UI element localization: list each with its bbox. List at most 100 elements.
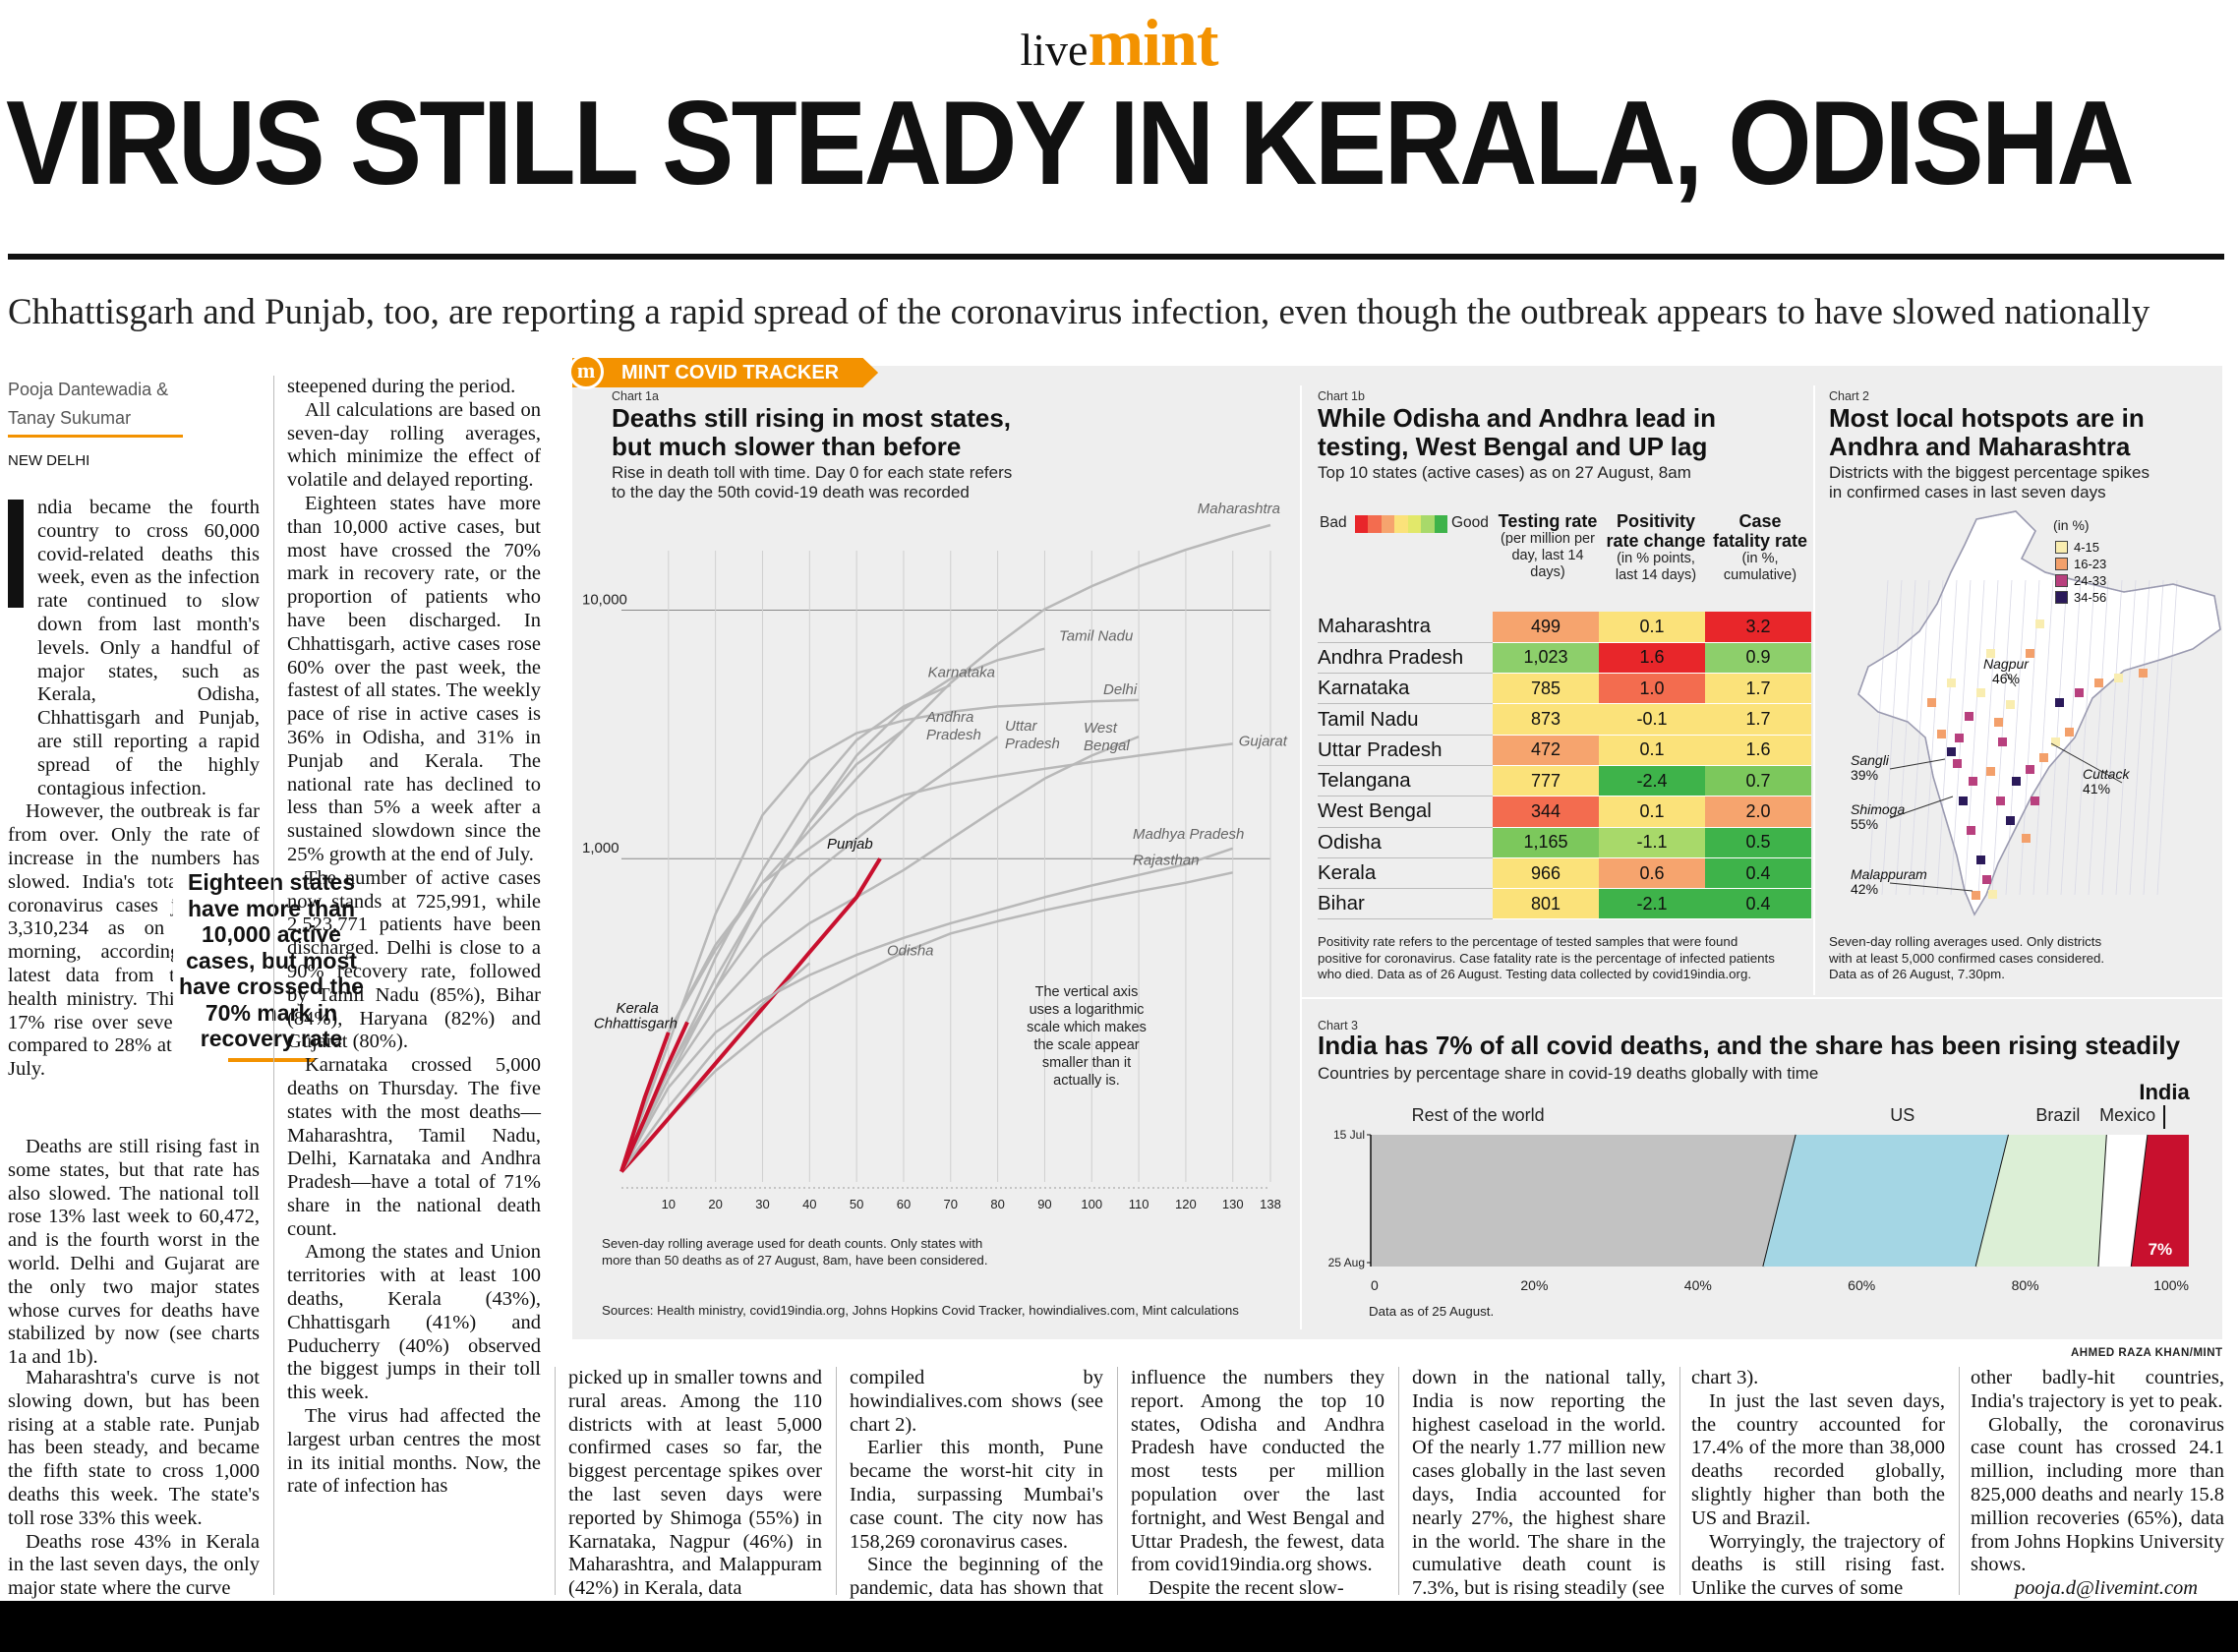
paragraph: down in the national tally, India is now… [1412,1367,1666,1600]
paragraph: compiled by howindialives.com shows (see… [850,1367,1103,1436]
chart-2-tag: Chart 2 [1829,389,1869,403]
callout-name: Shimoga [1851,801,1905,817]
chart-2-subtitle: Districts with the biggest percentage sp… [1829,463,2150,502]
bottom-band [0,1601,2238,1652]
note-line: with at least 5,000 confirmed cases cons… [1829,950,2105,966]
series-label: Gujarat [1239,733,1288,749]
scale-swatch [1434,515,1447,533]
metric-cell: 777 [1493,765,1599,797]
chart-3-tag: Chart 3 [1318,1019,1358,1032]
district-marker [1959,796,1968,805]
column-rule [273,376,274,1595]
series-label: Bengal [1084,738,1130,754]
paragraph: Eighteen states have more than 10,000 ac… [287,492,541,865]
callout-leader [2005,672,2017,687]
annotation-line: actually is. [1053,1073,1120,1089]
district-marker [1998,738,2007,746]
article-column-4: compiled by howindialives.com shows (see… [850,1367,1103,1624]
annotation-line: the scale appear [1033,1037,1140,1053]
district-marker [2026,649,2034,658]
india-outline [1857,510,2221,916]
note-line: Positivity rate refers to the percentage… [1318,934,1738,949]
scale-swatch [1355,515,1369,533]
series-label: Pradesh [926,727,981,743]
scale-bad-label: Bad [1320,514,1347,531]
paragraph: In just the last seven days, the country… [1691,1389,1945,1529]
chart-1a-title: Deaths still rising in most states, but … [612,404,1011,461]
x-tick-label: 130 [1222,1197,1244,1211]
series-label: Madhya Pradesh [1133,826,1244,843]
paragraph: Maharashtra's curve is not slowing down,… [8,1367,260,1529]
byline: Pooja Dantewadia & Tanay Sukumar [8,376,183,438]
article-column-7: chart 3). In just the last seven days, t… [1691,1367,1945,1601]
article-column-2: steepened during the period. All calcula… [287,376,541,1499]
state-name-cell: Karnataka [1318,673,1493,705]
series-line-tamil-nadu [619,647,1045,1173]
district-marker [1986,767,1995,776]
district-marker [2039,753,2048,762]
chart-1b-note: Positivity rate refers to the percentage… [1318,934,1775,983]
state-name-cell: West Bengal [1318,796,1493,828]
chart-subtitle-line: Rise in death toll with time. Day 0 for … [612,463,1013,482]
state-name-cell: Telangana [1318,765,1493,797]
district-marker [1947,678,1956,687]
metric-cell: 0.4 [1705,888,1811,920]
header-sub: (in % points, last 14 days) [1615,551,1697,583]
scale-swatch [1421,515,1435,533]
panel-divider [1300,385,1302,1329]
column-rule [1959,1367,1960,1595]
paragraph: steepened during the period. [287,376,516,397]
legend-item: 34-56 [2055,589,2106,606]
legend-label: 16-23 [2074,557,2107,571]
mint-logo-icon: m [568,354,604,389]
district-marker [1969,777,1977,786]
district-marker [2006,700,2015,709]
callout-leader [1889,796,1954,819]
annotation-line: The vertical axis [1034,984,1139,1000]
series-line-madhya-pradesh [619,847,1234,1173]
table-row: Tamil Nadu 873 -0.1 1.7 [1318,703,1811,736]
email: pooja.d@livemint.com [2014,1577,2199,1600]
district-marker [2139,669,2148,678]
india-value: 7% [2149,1240,2173,1259]
series-line-west-bengal [619,735,1140,1173]
metric-cell: 1.6 [1599,642,1705,675]
article-column-6: down in the national tally, India is now… [1412,1367,1666,1601]
district-marker [1982,875,1991,884]
callout-name: Sangli [1851,752,1890,768]
callout-value: 41% [2083,781,2110,796]
metric-cell: 1,165 [1493,827,1599,858]
state-name-cell: Uttar Pradesh [1318,735,1493,766]
series-label: Mexico [2099,1105,2155,1125]
series-line-gujarat [619,742,1233,1172]
x-tick-label: 50 [850,1197,863,1211]
district-marker [1953,759,1962,768]
metric-cell: 1,023 [1493,642,1599,675]
x-tick-label: 100 [1081,1197,1102,1211]
metric-cell: 801 [1493,888,1599,920]
series-label: Maharashtra [1198,501,1280,517]
x-tick-label: 0 [1371,1277,1379,1293]
district-line [2088,579,2109,896]
header-sub: (per million per day, last 14 days) [1501,531,1595,580]
district-marker [2035,620,2044,628]
legend-swatch [2055,541,2068,554]
annotation-line: smaller than it [1041,1055,1132,1071]
district-line [1881,579,1903,896]
column-header-testing: Testing rate (per million per day, last … [1497,511,1599,581]
chart-1b-tag: Chart 1b [1318,389,1365,403]
annotation-line: uses a logarithmic [1029,1002,1145,1018]
metric-cell: 966 [1493,857,1599,890]
article-column-1-lower: Maharashtra's curve is not slowing down,… [8,1367,260,1601]
x-tick-label: 60% [1848,1277,1875,1293]
metric-cell: 0.4 [1705,857,1811,890]
legend-item: 4-15 [2055,539,2106,556]
district-marker [1976,856,1985,864]
metric-cell: 0.1 [1599,612,1705,643]
state-name-cell: Maharashtra [1318,612,1493,643]
series-line-kerala [619,1032,671,1173]
chart-2-note: Seven-day rolling averages used. Only di… [1829,934,2104,983]
district-line [1895,579,1916,896]
chart-1b-subtitle: Top 10 states (active cases) as on 27 Au… [1318,463,1691,482]
